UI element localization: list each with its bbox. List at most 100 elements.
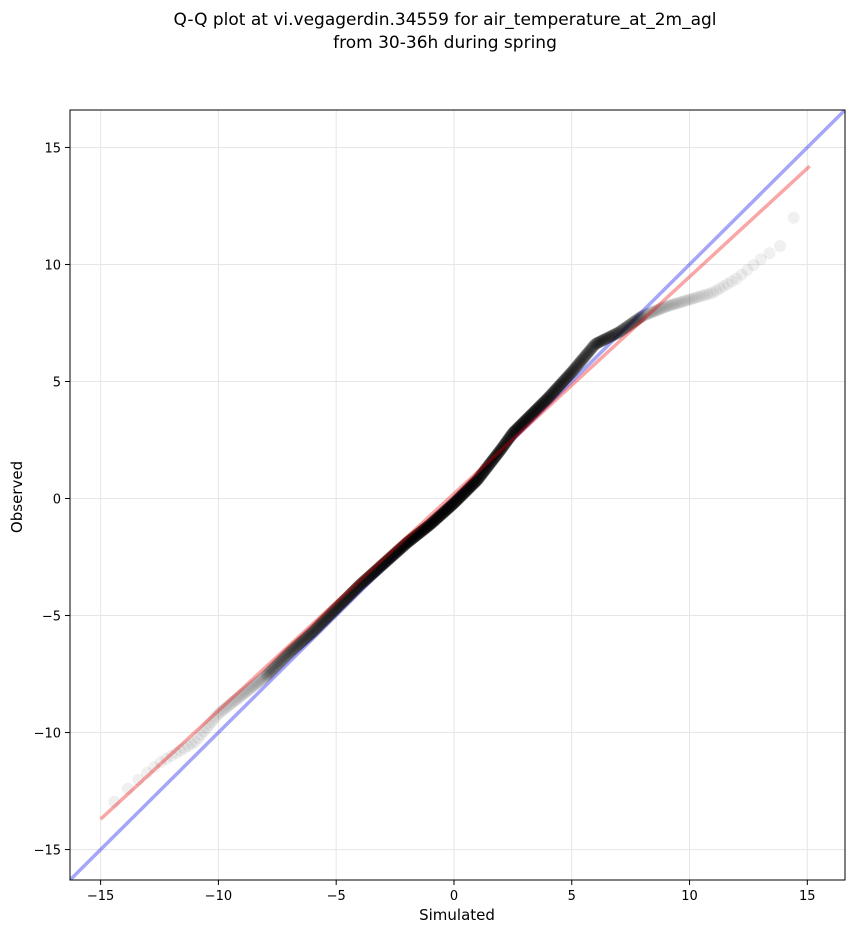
data-point (294, 636, 307, 649)
data-point (325, 607, 338, 620)
data-point (504, 430, 517, 443)
data-point (578, 350, 591, 363)
data-point (197, 725, 210, 738)
data-point (376, 558, 389, 571)
data-point (473, 470, 486, 483)
data-point (478, 465, 491, 478)
data-point (527, 406, 540, 419)
data-point (560, 371, 573, 384)
data-point (492, 446, 505, 459)
data-point (497, 440, 510, 453)
data-point (482, 459, 495, 472)
data-point (507, 426, 520, 439)
data-point (421, 520, 434, 533)
data-point (401, 536, 414, 549)
data-point (476, 467, 489, 480)
data-point (411, 528, 424, 541)
data-point (590, 337, 603, 350)
data-point (314, 618, 327, 631)
data-point (256, 672, 269, 685)
data-point (503, 431, 516, 444)
data-point (235, 689, 248, 702)
data-point (254, 674, 267, 687)
data-point (610, 327, 623, 340)
data-point (382, 553, 395, 566)
data-point (663, 299, 676, 312)
data-point (701, 288, 714, 301)
data-point (417, 523, 430, 536)
data-point (400, 537, 413, 550)
data-point (379, 555, 392, 568)
data-point (581, 346, 594, 359)
data-point (565, 366, 578, 379)
data-point (601, 331, 614, 344)
data-point (371, 563, 384, 576)
data-point (243, 683, 256, 696)
data-point (664, 299, 677, 312)
data-point (320, 611, 333, 624)
data-point (538, 395, 551, 408)
data-point (597, 334, 610, 347)
data-point (514, 419, 527, 432)
data-point (485, 456, 498, 469)
data-point (329, 602, 342, 615)
data-point (339, 593, 352, 606)
y-tick-label: 0 (53, 493, 61, 508)
data-point (501, 433, 514, 446)
data-point (425, 517, 438, 530)
data-point (420, 521, 433, 534)
data-point (423, 519, 436, 532)
data-point (512, 421, 525, 434)
data-point (347, 585, 360, 598)
data-point (398, 539, 411, 552)
data-point (353, 579, 366, 592)
data-point (402, 535, 415, 548)
data-point (519, 414, 532, 427)
data-point (367, 566, 380, 579)
data-point (416, 524, 429, 537)
data-point (448, 497, 461, 510)
data-point (703, 287, 716, 300)
data-point (426, 516, 439, 529)
data-point (549, 383, 562, 396)
data-point (519, 413, 532, 426)
data-point (443, 500, 456, 513)
data-point (390, 546, 403, 559)
data-point (339, 593, 352, 606)
data-point (495, 443, 508, 456)
data-point (455, 489, 468, 502)
data-point (439, 504, 452, 517)
data-point (576, 352, 589, 365)
data-point (448, 496, 461, 509)
data-point (490, 449, 503, 462)
data-point (451, 493, 464, 506)
data-point (494, 443, 507, 456)
data-point (548, 384, 561, 397)
data-point (338, 594, 351, 607)
data-point (559, 372, 572, 385)
data-point (436, 507, 449, 520)
data-point (355, 577, 368, 590)
data-point (160, 752, 173, 765)
data-point (407, 531, 420, 544)
data-point (661, 300, 674, 313)
data-point (271, 658, 284, 671)
data-point (222, 699, 235, 712)
data-point (392, 544, 405, 557)
data-point (423, 519, 436, 532)
data-point (595, 335, 608, 348)
data-point (389, 547, 402, 560)
data-point (472, 472, 485, 485)
data-point (342, 590, 355, 603)
y-tick-label: −5 (42, 610, 61, 625)
data-point (493, 444, 506, 457)
data-point (351, 581, 364, 594)
data-point (444, 500, 457, 513)
data-point (224, 698, 237, 711)
data-point (630, 314, 643, 327)
data-point (639, 308, 652, 321)
data-point (541, 392, 554, 405)
data-point (685, 292, 698, 305)
data-point (302, 629, 315, 642)
data-point (440, 503, 453, 516)
